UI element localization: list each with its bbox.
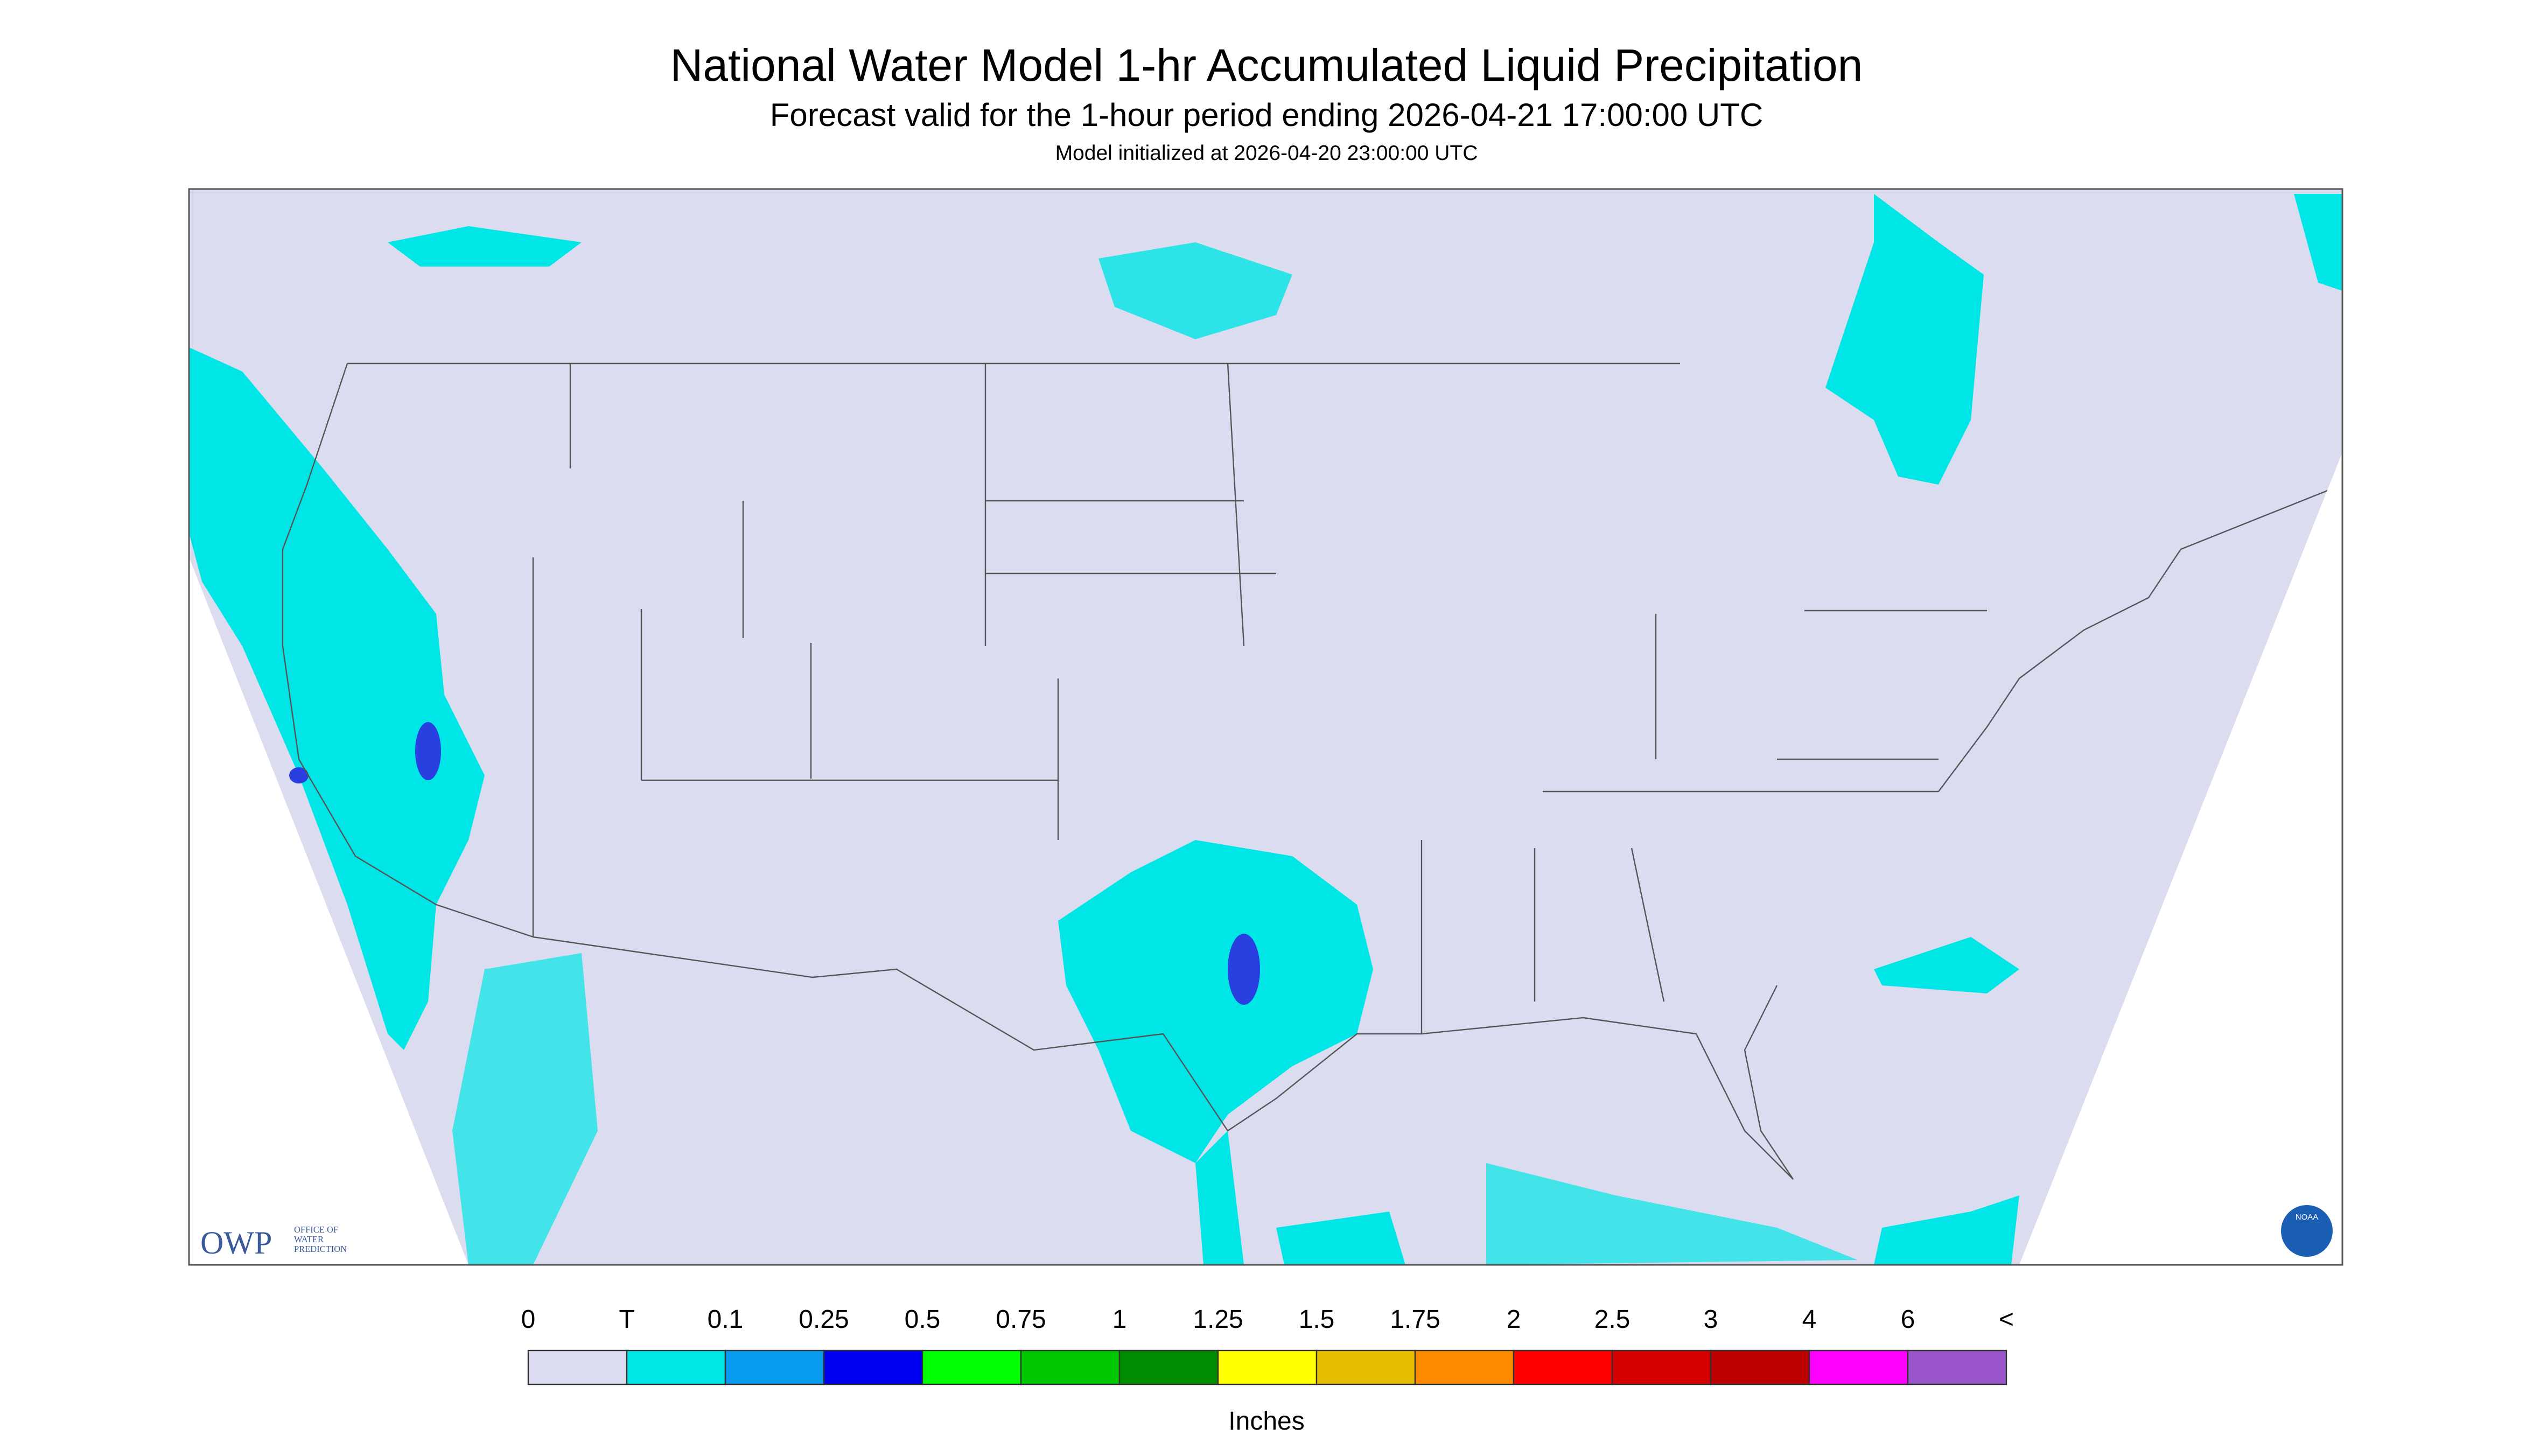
legend-label: 0.5	[905, 1305, 941, 1334]
subtitle: Forecast valid for the 1-hour period end…	[770, 97, 1763, 133]
outside-domain-left	[189, 557, 468, 1265]
legend-label: 1.75	[1390, 1305, 1440, 1334]
legend-swatch	[724, 1349, 825, 1385]
legend-label: 0	[521, 1305, 536, 1334]
legend-label: 1.25	[1193, 1305, 1243, 1334]
legend: 0 T 0.1 0.25 0.5 0.75 1 1.25 1.5 1.75 2 2.5 3 4 6 <	[521, 1305, 2014, 1385]
map-frame	[188, 188, 2343, 1266]
legend-label: 1	[1112, 1305, 1127, 1334]
legend-swatch	[823, 1349, 923, 1385]
legend-units: Inches	[1228, 1407, 1304, 1436]
legend-swatch	[1414, 1349, 1515, 1385]
legend-swatch	[1316, 1349, 1416, 1385]
owp-text-line: OFFICE OF	[294, 1224, 338, 1235]
legend-label: T	[619, 1305, 634, 1334]
legend-label: 3	[1704, 1305, 1718, 1334]
legend-swatch	[1020, 1349, 1121, 1385]
legend-swatch	[1710, 1349, 1810, 1385]
legend-label: 0.75	[996, 1305, 1046, 1334]
noaa-logo	[2281, 1205, 2333, 1257]
title: National Water Model 1-hr Accumulated Li…	[670, 40, 1863, 90]
legend-label: 1.5	[1299, 1305, 1335, 1334]
legend-label: 6	[1901, 1305, 1915, 1334]
legend-label: 2	[1507, 1305, 1521, 1334]
legend-label: 0.25	[799, 1305, 849, 1334]
noaa-logo-text: NOAA	[2296, 1213, 2319, 1222]
legend-swatch	[921, 1349, 1022, 1385]
legend-swatch	[1118, 1349, 1219, 1385]
owp-logo: OWP	[200, 1225, 272, 1261]
legend-label: 4	[1802, 1305, 1817, 1334]
legend-swatch	[1808, 1349, 1909, 1385]
owp-text-line: PREDICTION	[294, 1244, 347, 1254]
owp-text-line: WATER	[294, 1234, 324, 1244]
legend-label: 0.1	[708, 1305, 744, 1334]
legend-swatch	[1907, 1349, 2007, 1385]
legend-swatch	[1217, 1349, 1318, 1385]
legend-label: 2.5	[1594, 1305, 1631, 1334]
outside-domain-right	[2019, 452, 2342, 1265]
precip-areas	[189, 194, 2342, 1265]
legend-swatch	[626, 1349, 726, 1385]
legend-swatch	[527, 1349, 628, 1385]
legend-label: <	[1999, 1305, 2014, 1334]
legend-swatch	[1611, 1349, 1712, 1385]
init-time: Model initialized at 2026-04-20 23:00:00…	[1055, 142, 1478, 165]
boundaries	[282, 362, 2343, 1180]
legend-swatch	[1513, 1349, 1613, 1385]
